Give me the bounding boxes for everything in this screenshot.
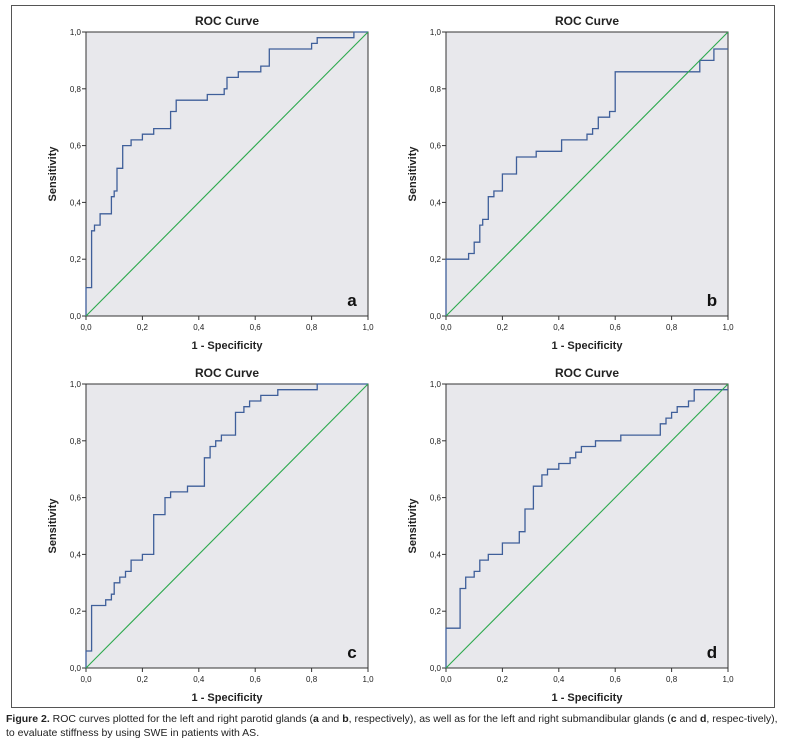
y-tick-label: 0,8 [70,85,82,94]
roc-curve [85,31,368,316]
x-tick-label: 0,8 [666,675,678,684]
panel-label: a [347,291,357,310]
x-tick-label: 1,0 [722,675,734,684]
x-tick-label: 1,0 [722,323,734,332]
y-tick-label: 0,6 [430,494,442,503]
x-tick-label: 0,2 [137,675,149,684]
chart-title: ROC Curve [195,366,259,380]
x-tick-label: 0,2 [137,323,149,332]
x-tick-label: 0,0 [80,323,92,332]
y-tick-label: 1,0 [430,380,442,389]
y-tick-label: 0,6 [70,494,82,503]
roc-curve [445,48,728,316]
panel-label: b [707,291,717,310]
y-tick-label: 0,2 [70,255,82,264]
y-tick-label: 0,2 [70,607,82,616]
x-tick-label: 0,6 [610,675,622,684]
x-tick-label: 0,8 [666,323,678,332]
reference-line [445,31,729,317]
y-tick-label: 0,0 [70,664,82,673]
chart-title: ROC Curve [555,366,619,380]
roc-panel-b: ROC Curve 0,0 0,0 0,2 0,2 0,4 0,4 0,6 0,6 0,8 0,8 1… [407,14,734,352]
x-tick-label: 0,4 [553,323,565,332]
y-tick-label: 0,0 [430,664,442,673]
reference-line [85,31,369,317]
y-tick-label: 0,4 [430,198,442,207]
y-tick-label: 1,0 [430,28,442,37]
y-axis-label: Sensitivity [407,146,419,202]
x-tick-label: 0,4 [193,323,205,332]
y-axis-label: Sensitivity [47,498,59,554]
y-tick-label: 0,8 [430,85,442,94]
x-tick-label: 1,0 [362,323,374,332]
figure-label: Figure 2. [6,713,50,725]
x-tick-label: 0,2 [497,323,509,332]
y-tick-label: 0,8 [430,437,442,446]
y-tick-label: 0,6 [430,142,442,151]
y-tick-label: 1,0 [70,380,82,389]
y-axis-label: Sensitivity [47,146,59,202]
x-tick-label: 0,4 [553,675,565,684]
x-axis-label: 1 - Specificity [192,692,264,704]
roc-curve [85,383,368,668]
figure-caption: Figure 2. ROC curves plotted for the lef… [6,713,778,739]
chart-title: ROC Curve [555,14,619,28]
roc-panel-c: ROC Curve 0,0 0,0 0,2 0,2 0,4 0,4 0,6 0,6 0,8 0,8 1… [47,366,374,704]
chart-title: ROC Curve [195,14,259,28]
y-tick-label: 0,4 [70,550,82,559]
y-tick-label: 1,0 [70,28,82,37]
reference-line [445,383,729,669]
panel-label: c [347,643,356,662]
x-axis-label: 1 - Specificity [192,340,264,352]
x-tick-label: 0,8 [306,675,318,684]
y-tick-label: 0,8 [70,437,82,446]
x-tick-label: 0,6 [610,323,622,332]
y-tick-label: 0,6 [70,142,82,151]
y-axis-label: Sensitivity [407,498,419,554]
reference-line [85,383,369,669]
y-tick-label: 0,4 [430,550,442,559]
x-tick-label: 0,0 [440,323,452,332]
x-tick-label: 1,0 [362,675,374,684]
y-tick-label: 0,4 [70,198,82,207]
x-tick-label: 0,0 [80,675,92,684]
y-tick-label: 0,2 [430,607,442,616]
figure-frame [11,5,775,708]
roc-panel-d: ROC Curve 0,0 0,0 0,2 0,2 0,4 0,4 0,6 0,6 0,8 0,8 1… [407,366,734,704]
x-tick-label: 0,0 [440,675,452,684]
y-tick-label: 0,2 [430,255,442,264]
x-tick-label: 0,8 [306,323,318,332]
x-tick-label: 0,6 [250,323,262,332]
x-tick-label: 0,6 [250,675,262,684]
y-tick-label: 0,0 [430,312,442,321]
x-tick-label: 0,2 [497,675,509,684]
x-axis-label: 1 - Specificity [552,340,624,352]
roc-panel-a: ROC Curve 0,0 0,0 0,2 0,2 0,4 0,4 0,6 0,6 0,8 0,8 1… [47,14,374,352]
x-axis-label: 1 - Specificity [552,692,624,704]
panel-label: d [707,643,717,662]
roc-curve [445,389,728,668]
y-tick-label: 0,0 [70,312,82,321]
x-tick-label: 0,4 [193,675,205,684]
